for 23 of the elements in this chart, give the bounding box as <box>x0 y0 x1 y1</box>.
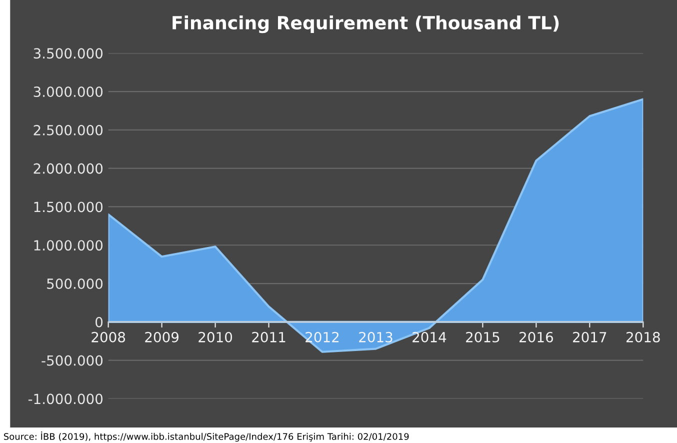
source-note: Source: İBB (2019), https://www.ibb.istanbul/SitePage/Index/176 Erişim Tarihi: 02/01/2019 <box>4 432 409 442</box>
x-tick-label: 2017 <box>573 332 606 342</box>
x-tick-label: 2008 <box>92 332 126 342</box>
x-tick-label: 2014 <box>412 332 446 342</box>
x-tick-label: 2018 <box>626 332 660 342</box>
y-tick-label: 1.500.000 <box>34 202 103 212</box>
y-tick-label: -1.000.000 <box>28 394 103 404</box>
y-tick-label: 3.000.000 <box>34 86 103 98</box>
y-tick-label: 0 <box>96 316 103 328</box>
y-tick-label: 2.000.000 <box>34 163 103 174</box>
x-tick-label: 2010 <box>198 332 232 342</box>
x-tick-label: 2012 <box>306 332 339 342</box>
y-tick-label: -500.000 <box>42 355 103 366</box>
x-tick-label: 2016 <box>520 332 553 342</box>
chart-title: Financing Requirement (Thousand TL) <box>172 16 559 34</box>
x-tick-label: 2011 <box>252 332 286 342</box>
y-tick-label: 1.000.000 <box>34 240 103 251</box>
x-tick-label: 2015 <box>466 332 500 342</box>
y-tick-label: 2.500.000 <box>34 124 103 136</box>
y-tick-label: 3.500.000 <box>34 48 103 59</box>
x-tick-label: 2009 <box>145 332 178 342</box>
y-tick-label: 500.000 <box>47 278 103 289</box>
x-tick-label: 2013 <box>359 332 392 342</box>
